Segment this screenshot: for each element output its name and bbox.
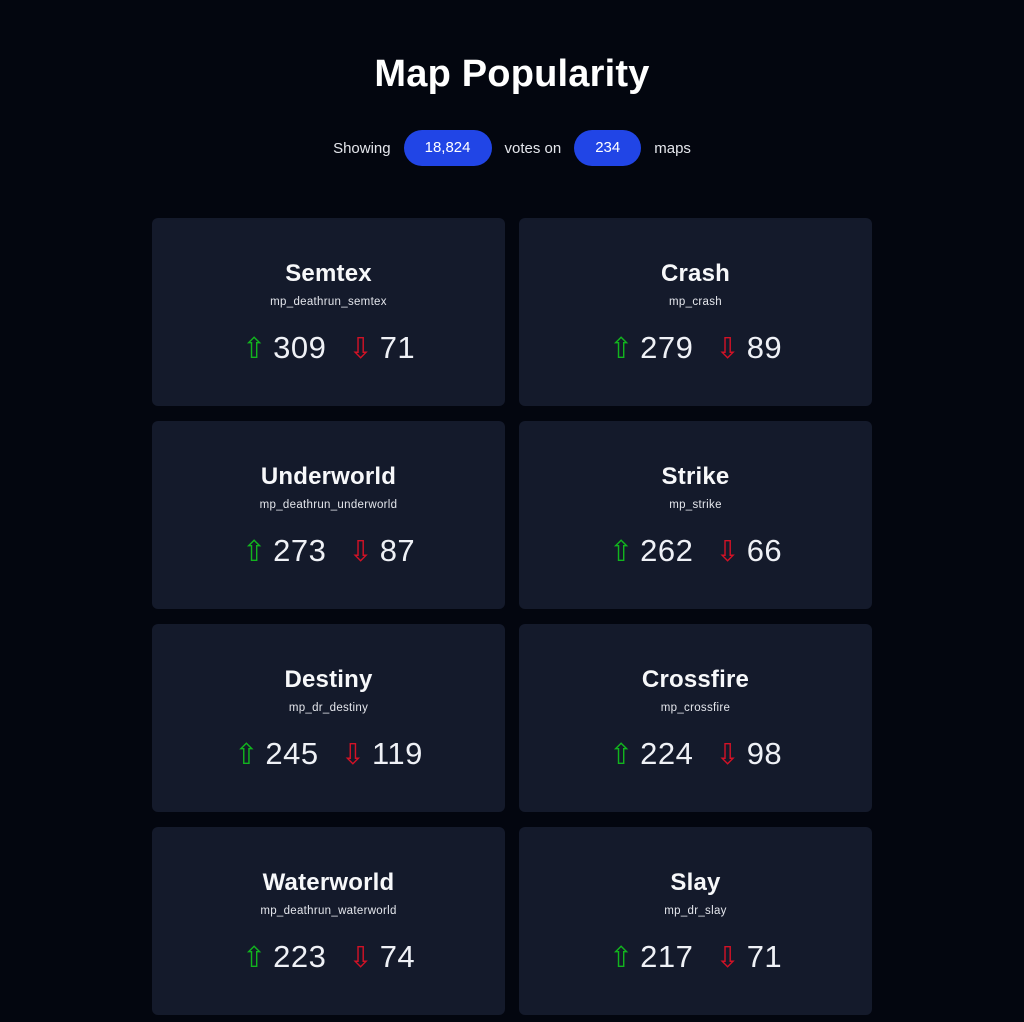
downvote-count: 119	[371, 736, 423, 771]
upvote-arrow-icon: ⇧	[234, 737, 259, 771]
map-name: Destiny	[284, 666, 373, 693]
map-grid: Semtex mp_deathrun_semtex ⇧ 309 ⇩ 71 Cra…	[152, 218, 872, 1015]
upvote-count: 224	[640, 736, 694, 771]
downvote-count: 74	[379, 939, 416, 974]
upvote-count: 279	[640, 330, 694, 365]
upvote-arrow-icon: ⇧	[608, 940, 634, 974]
page-title: Map Popularity	[374, 53, 650, 95]
vote-counts: ⇧ 279 ⇩ 89	[608, 330, 783, 366]
downvote-count: 87	[379, 533, 416, 568]
map-card: Strike mp_strike ⇧ 262 ⇩ 66	[519, 421, 872, 609]
vote-counts: ⇧ 309 ⇩ 71	[241, 330, 416, 366]
vote-counts: ⇧ 223 ⇩ 74	[241, 939, 416, 975]
map-card: Slay mp_dr_slay ⇧ 217 ⇩ 71	[519, 827, 872, 1015]
map-code: mp_crossfire	[660, 702, 731, 714]
map-code: mp_deathrun_underworld	[259, 499, 398, 511]
upvote-count: 245	[265, 736, 319, 771]
vote-counts: ⇧ 217 ⇩ 71	[608, 939, 783, 975]
downvote-arrow-icon: ⇩	[715, 737, 740, 771]
map-name: Slay	[670, 869, 721, 896]
map-code: mp_dr_slay	[664, 905, 727, 917]
downvote-count: 66	[746, 533, 783, 568]
map-card: Underworld mp_deathrun_underworld ⇧ 273 …	[152, 421, 505, 609]
map-name: Strike	[661, 463, 730, 490]
vote-counts: ⇧ 262 ⇩ 66	[608, 533, 783, 569]
map-popularity-page[interactable]: Map Popularity Showing 18,824 votes on 2…	[0, 52, 1024, 1015]
map-code: mp_deathrun_semtex	[270, 296, 387, 308]
upvote-arrow-icon: ⇧	[241, 534, 267, 568]
map-name: Underworld	[260, 463, 397, 490]
downvote-arrow-icon: ⇩	[348, 534, 373, 568]
map-card: Waterworld mp_deathrun_waterworld ⇧ 223 …	[152, 827, 505, 1015]
map-name: Semtex	[285, 260, 372, 287]
vote-counts: ⇧ 273 ⇩ 87	[241, 533, 416, 569]
upvote-arrow-icon: ⇧	[241, 331, 267, 365]
downvote-arrow-icon: ⇩	[715, 331, 740, 365]
upvote-arrow-icon: ⇧	[608, 331, 634, 365]
map-code: mp_deathrun_waterworld	[260, 905, 397, 917]
upvote-count: 262	[640, 533, 694, 568]
downvote-count: 71	[379, 330, 416, 365]
map-code: mp_dr_destiny	[288, 702, 369, 714]
total-votes-badge: 18,824	[403, 130, 492, 166]
summary-middle-label: votes on	[504, 139, 562, 157]
map-name: Crash	[660, 260, 731, 287]
upvote-arrow-icon: ⇧	[241, 940, 267, 974]
upvote-arrow-icon: ⇧	[608, 737, 634, 771]
downvote-arrow-icon: ⇩	[340, 737, 365, 771]
upvote-count: 217	[640, 939, 694, 974]
downvote-arrow-icon: ⇩	[348, 940, 373, 974]
map-card: Crossfire mp_crossfire ⇧ 224 ⇩ 98	[519, 624, 872, 812]
map-code: mp_strike	[669, 499, 722, 511]
map-code: mp_crash	[669, 296, 722, 308]
downvote-count: 71	[746, 939, 783, 974]
map-card: Destiny mp_dr_destiny ⇧ 245 ⇩ 119	[152, 624, 505, 812]
downvote-arrow-icon: ⇩	[715, 940, 740, 974]
downvote-count: 98	[746, 736, 783, 771]
map-name: Waterworld	[262, 869, 395, 896]
downvote-arrow-icon: ⇩	[715, 534, 740, 568]
summary-prefix-label: Showing	[333, 139, 391, 157]
upvote-arrow-icon: ⇧	[608, 534, 634, 568]
vote-counts: ⇧ 224 ⇩ 98	[608, 736, 783, 772]
map-card: Semtex mp_deathrun_semtex ⇧ 309 ⇩ 71	[152, 218, 505, 406]
upvote-count: 309	[273, 330, 327, 365]
total-maps-badge: 234	[574, 130, 642, 166]
summary-suffix-label: maps	[654, 139, 691, 157]
downvote-count: 89	[746, 330, 783, 365]
vote-summary: Showing 18,824 votes on 234 maps	[0, 130, 1024, 166]
upvote-count: 223	[273, 939, 327, 974]
upvote-count: 273	[273, 533, 327, 568]
map-name: Crossfire	[641, 666, 750, 693]
downvote-arrow-icon: ⇩	[348, 331, 373, 365]
map-card: Crash mp_crash ⇧ 279 ⇩ 89	[519, 218, 872, 406]
vote-counts: ⇧ 245 ⇩ 119	[234, 736, 423, 772]
